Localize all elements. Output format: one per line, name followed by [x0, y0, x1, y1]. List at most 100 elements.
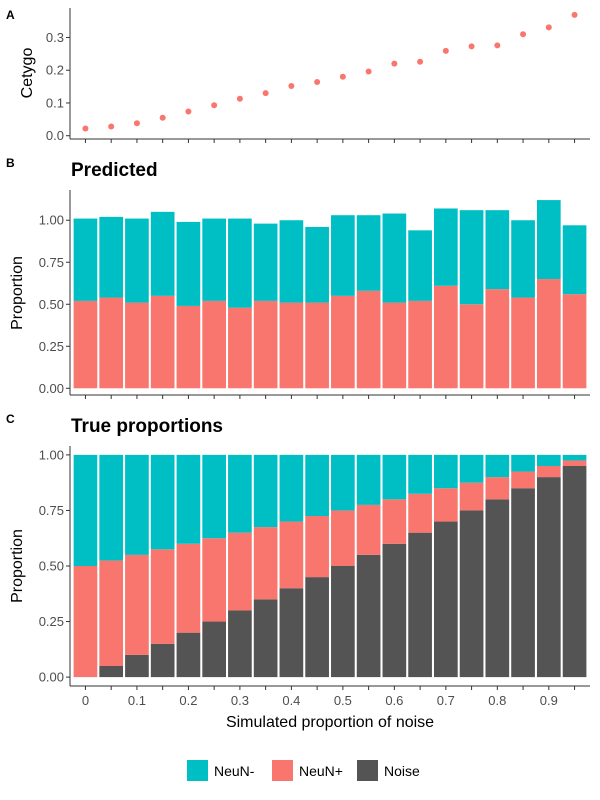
bar-segment-neun-plus [356, 290, 381, 389]
panel-c-x-axis-title: Simulated proportion of noise [226, 714, 434, 731]
bar-segment-neun-plus [176, 543, 201, 633]
bar-segment-neun-plus [228, 532, 252, 611]
bar-segment-noise [202, 621, 226, 678]
panel-a-ticks: 0.0 0.1 0.2 0.3 [46, 30, 576, 143]
bar-segment-neun-minus [150, 454, 175, 550]
data-point [417, 58, 424, 65]
x-tick-label: 0.6 [385, 693, 403, 708]
data-point [262, 90, 269, 97]
bar-segment-neun-minus [331, 454, 355, 511]
bar-segment-neun-plus [382, 302, 407, 389]
bar-segment-neun-plus [511, 471, 535, 489]
panel-c-title: True proportions [71, 416, 223, 437]
legend: NeuN- NeuN+ Noise [187, 760, 420, 781]
bar-segment-neun-minus [99, 454, 124, 561]
bar-segment-neun-minus [408, 454, 432, 494]
bar-segment-neun-plus [459, 304, 484, 389]
x-tick-label: 0.8 [488, 693, 506, 708]
bar-segment-neun-plus [228, 307, 252, 389]
bar-segment-neun-minus [356, 454, 381, 505]
data-point [494, 42, 501, 49]
bar-segment-neun-minus [305, 226, 329, 303]
x-tick-label: 0 [82, 693, 89, 708]
bar-segment-noise [511, 488, 535, 678]
panel-label-a: A [6, 8, 15, 22]
bar-segment-noise [536, 477, 561, 678]
bar-segment-neun-plus [485, 477, 510, 500]
bar-segment-noise [228, 610, 252, 678]
data-point [236, 95, 243, 102]
bar-segment-noise [150, 643, 175, 678]
y-tick-label: 0.0 [46, 128, 64, 143]
bar-segment-neun-minus [279, 220, 304, 303]
panel-c-y-axis-title: Proportion [9, 529, 26, 603]
bar-segment-neun-minus [253, 454, 278, 528]
bar-segment-neun-minus [253, 223, 278, 301]
bar-segment-neun-plus [99, 560, 124, 666]
bar-segment-neun-plus [485, 289, 510, 389]
y-tick-label: 1.00 [39, 447, 64, 462]
bar-segment-noise [331, 566, 355, 678]
bar-segment-neun-plus [279, 521, 304, 589]
data-point [339, 73, 346, 80]
data-point [468, 43, 475, 50]
legend-swatch-neun-minus [187, 760, 208, 781]
data-point [365, 68, 372, 75]
bar-segment-noise [408, 532, 432, 678]
x-tick-label: 0.7 [437, 693, 455, 708]
x-tick-label: 0.3 [231, 693, 249, 708]
bar-segment-noise [253, 599, 278, 678]
bar-segment-noise [305, 577, 329, 678]
bar-segment-neun-minus [536, 454, 561, 466]
bar-segment-noise [562, 466, 587, 678]
bar-segment-neun-minus [382, 454, 407, 500]
panel-c-ticks: 0.00 0.25 0.50 0.75 1.00 0 0.1 0.2 0.3 0.4 0.5 0.6 0… [39, 447, 576, 708]
bar-segment-neun-minus [202, 218, 226, 301]
data-point [391, 60, 398, 67]
bar-segment-neun-minus [176, 454, 201, 544]
bar-segment-neun-plus [305, 516, 329, 578]
bar-segment-neun-plus [331, 510, 355, 566]
bar-segment-neun-minus [125, 454, 149, 555]
bar-segment-neun-minus [331, 215, 355, 296]
bar-segment-neun-plus [356, 504, 381, 555]
bar-segment-noise [279, 588, 304, 678]
bar-segment-neun-plus [125, 302, 149, 389]
panel-label-b: B [6, 156, 15, 170]
bar-segment-neun-plus [253, 300, 278, 389]
bar-segment-neun-minus [125, 218, 149, 303]
bar-segment-noise [459, 510, 484, 678]
bar-segment-neun-plus [305, 302, 329, 389]
data-point [133, 120, 140, 127]
bar-segment-neun-plus [511, 297, 535, 389]
data-point [82, 125, 89, 132]
bar-segment-neun-minus [99, 216, 124, 298]
data-point [571, 11, 578, 18]
bar-segment-neun-minus [536, 200, 561, 280]
bar-segment-neun-plus [99, 297, 124, 389]
bar-segment-neun-minus [228, 218, 252, 308]
y-tick-label: 0.2 [46, 63, 64, 78]
y-tick-label: 0.00 [39, 670, 64, 685]
y-tick-label: 0.75 [39, 255, 64, 270]
bar-segment-neun-plus [202, 300, 226, 389]
bar-segment-neun-minus [434, 454, 458, 489]
bar-segment-neun-minus [562, 225, 587, 295]
y-tick-label: 0.50 [39, 559, 64, 574]
y-tick-label: 0.3 [46, 30, 64, 45]
x-tick-label: 0.4 [282, 693, 300, 708]
bar-segment-neun-minus [202, 454, 226, 539]
bar-segment-neun-plus [125, 554, 149, 655]
bar-segment-neun-minus [408, 230, 432, 301]
legend-label: NeuN+ [299, 763, 343, 779]
data-point [442, 47, 449, 54]
y-tick-label: 0.1 [46, 95, 64, 110]
bar-segment-noise [382, 543, 407, 678]
panel-b-y-axis-title: Proportion [9, 256, 26, 330]
x-tick-label: 0.5 [334, 693, 352, 708]
data-point [314, 79, 321, 86]
bar-segment-neun-plus [562, 294, 587, 389]
panel-a-y-axis-title: Cetygo [19, 48, 36, 99]
bar-segment-neun-plus [176, 305, 201, 389]
